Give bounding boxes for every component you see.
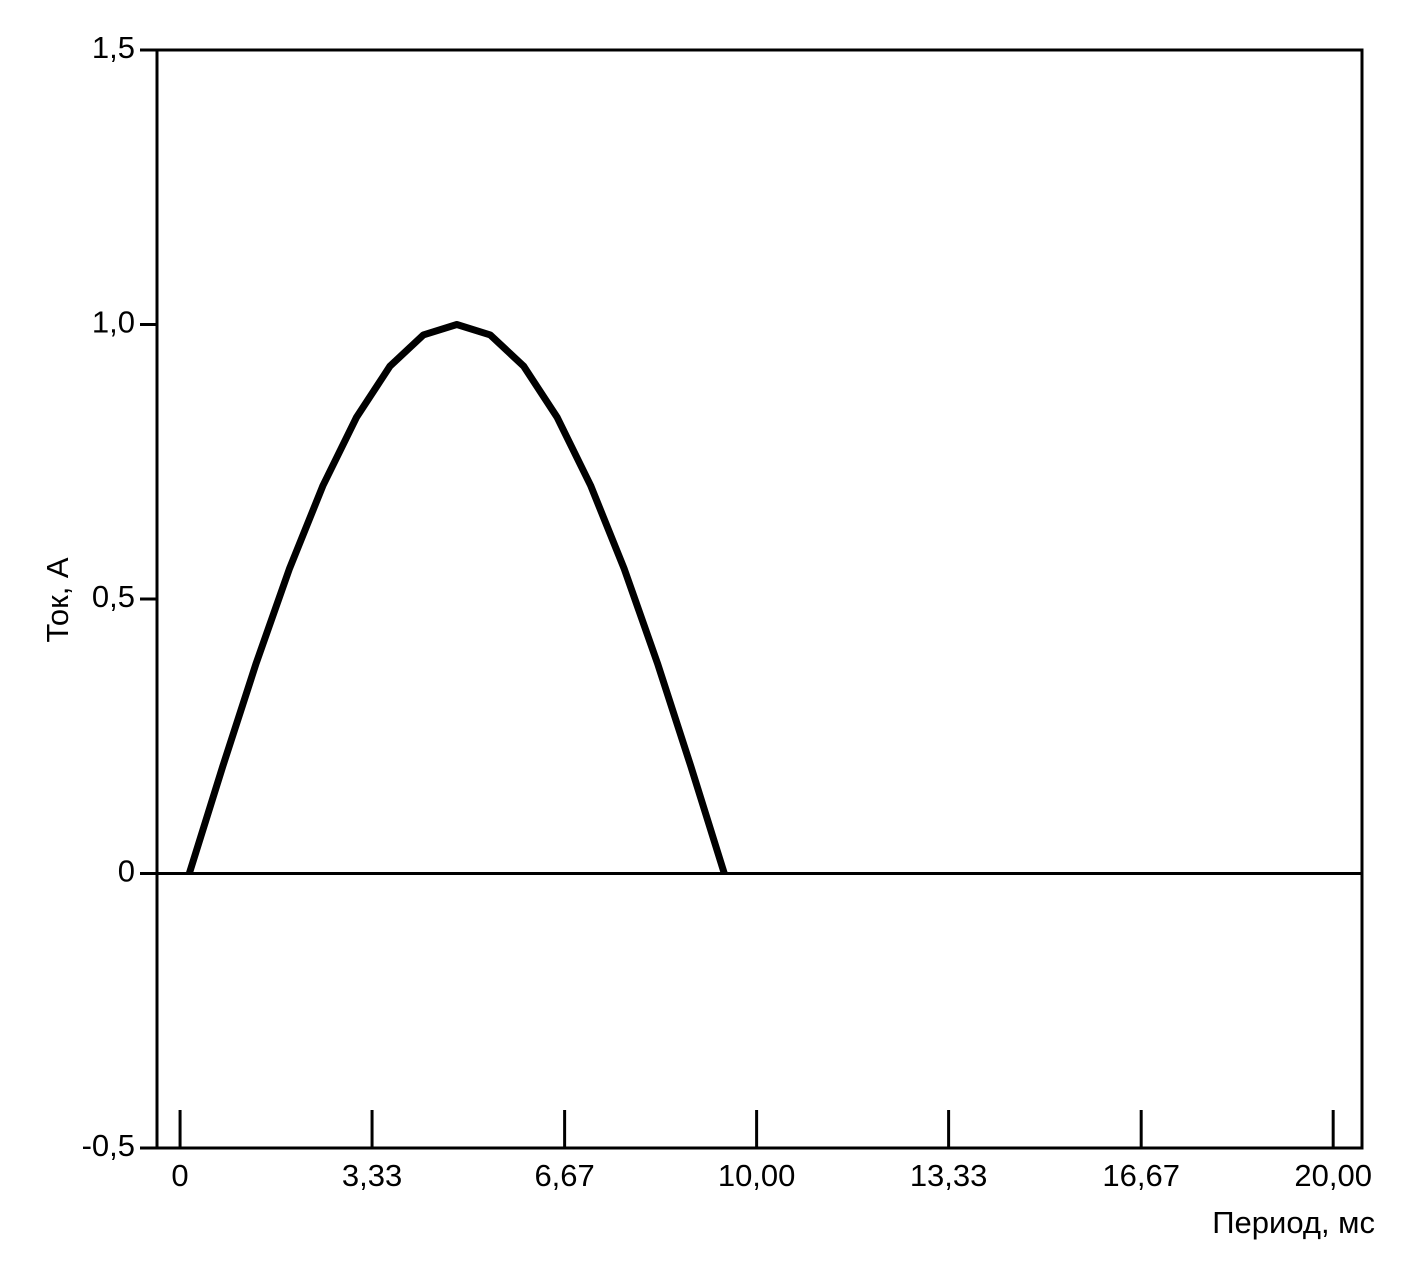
x-tick-label: 16,67 xyxy=(1102,1158,1180,1193)
x-tick-label: 3,33 xyxy=(342,1158,402,1193)
x-tick-label: 10,00 xyxy=(718,1158,796,1193)
x-tick-label: 0 xyxy=(171,1158,188,1193)
x-tick-label: 6,67 xyxy=(534,1158,594,1193)
y-tick-label: 0,5 xyxy=(92,579,135,614)
y-axis-label: Ток, А xyxy=(40,557,75,643)
y-tick-label: 0 xyxy=(118,854,135,889)
x-axis-label: Период, мс xyxy=(1212,1205,1375,1240)
y-tick-label: 1,0 xyxy=(92,305,135,340)
y-tick-label: 1,5 xyxy=(92,30,135,65)
x-tick-label: 20,00 xyxy=(1294,1158,1372,1193)
x-tick-label: 13,33 xyxy=(910,1158,988,1193)
data-line xyxy=(185,321,728,875)
plot-frame xyxy=(155,48,1364,1150)
y-tick-label: -0,5 xyxy=(82,1128,135,1163)
